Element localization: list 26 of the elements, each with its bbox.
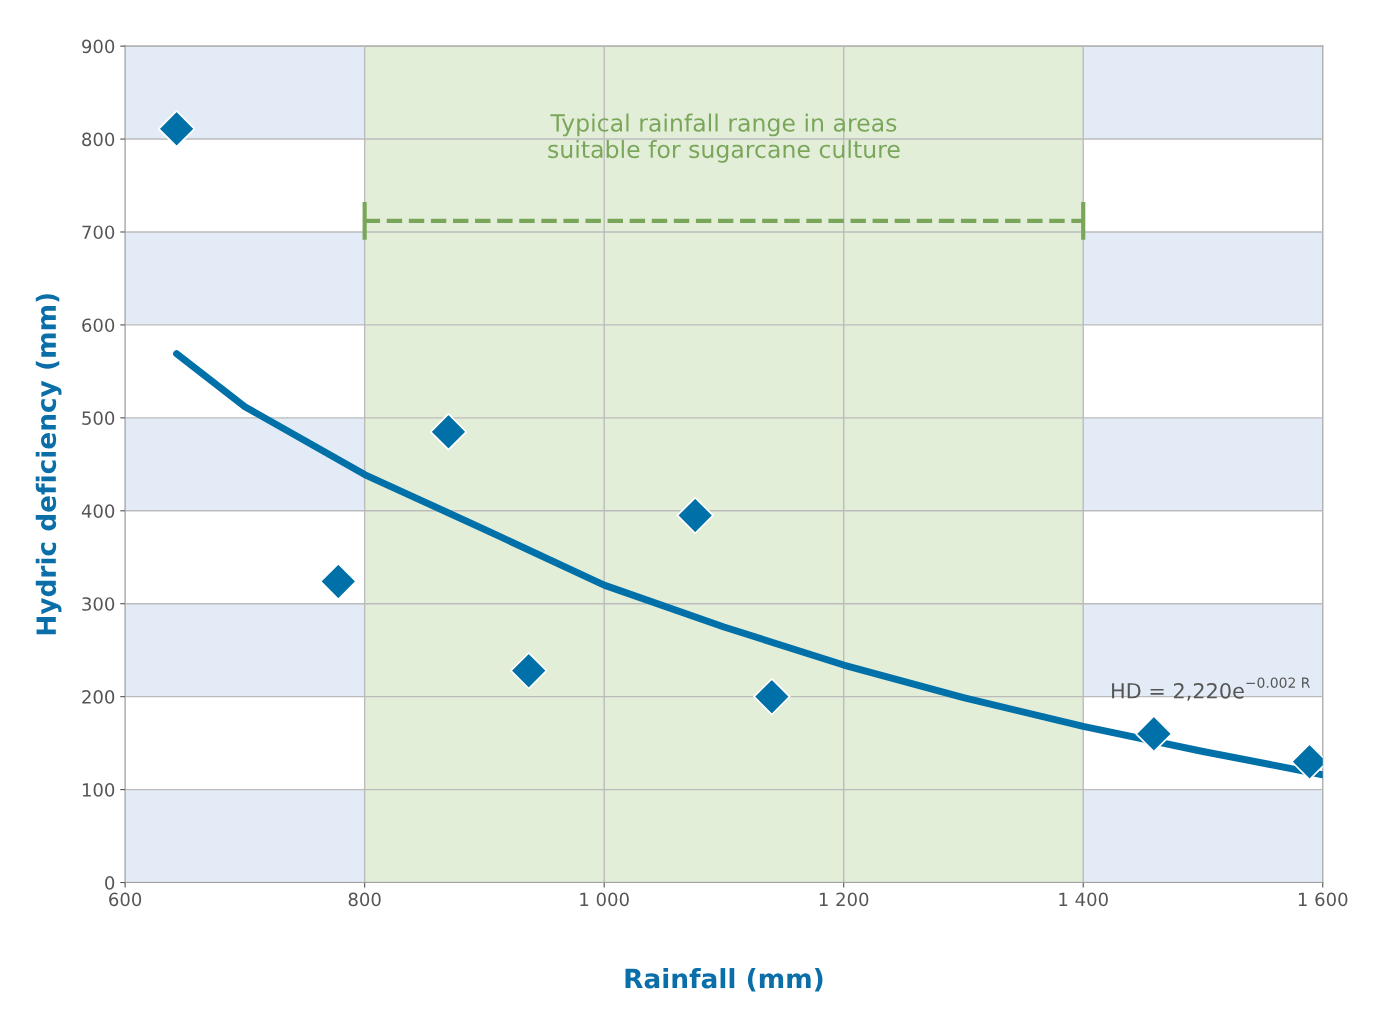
point — [1135, 715, 1173, 753]
y-tick-label: 500 — [82, 411, 115, 425]
x-tick-label: 600 — [109, 892, 142, 907]
x-tick-label: 1 400 — [1059, 892, 1108, 907]
y-tick-label: 200 — [82, 690, 115, 704]
x-axis-title: Rainfall (mm) — [625, 968, 823, 992]
x-tick-label: 1 000 — [580, 892, 629, 907]
y-tick-label: 700 — [82, 225, 115, 240]
y-tick-label: 900 — [82, 39, 115, 54]
point — [319, 562, 357, 601]
y-tick-label: 800 — [82, 132, 115, 147]
y-axis-title: Hydric deficiency (mm) — [35, 294, 62, 635]
y-tick-label: 100 — [82, 783, 115, 797]
x-tick-label: 800 — [348, 892, 381, 907]
point — [429, 413, 468, 451]
band-label: Typical rainfall range in areas suitable for sugarcane culture — [548, 113, 900, 163]
point — [753, 677, 791, 716]
point — [510, 651, 548, 690]
y-tick-label: 0 — [105, 875, 115, 890]
y-tick-label: 400 — [81, 504, 115, 518]
x-tick-label: 1 600 — [1298, 892, 1348, 907]
y-tick-label: 600 — [82, 318, 115, 333]
point — [676, 496, 714, 535]
point — [157, 110, 196, 148]
x-tick-label: 1 200 — [819, 892, 869, 907]
y-tick-label: 300 — [82, 597, 115, 611]
